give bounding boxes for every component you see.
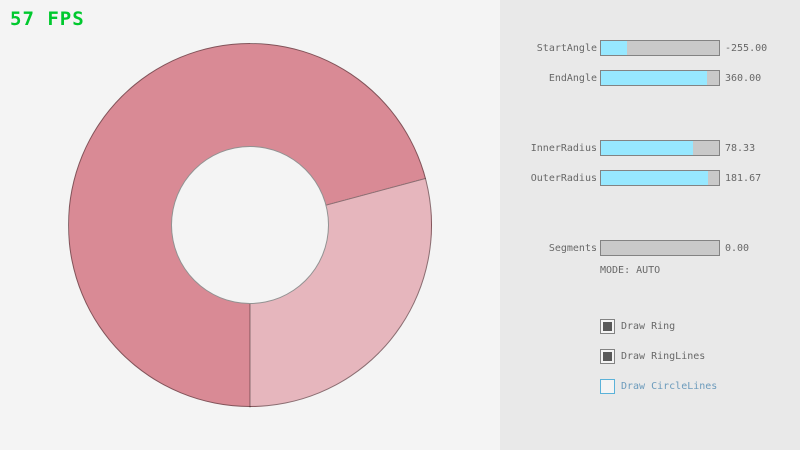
innerradius-slider[interactable]	[600, 140, 720, 156]
controls-panel: StartAngle -255.00 EndAngle 360.00 Inner…	[500, 0, 800, 450]
slider-row-endangle: EndAngle 360.00	[500, 70, 800, 86]
segments-value: 0.00	[725, 242, 750, 254]
draw-circlelines-checkbox[interactable]	[600, 378, 615, 394]
innerradius-value: 78.33	[725, 142, 756, 154]
outerradius-slider-fill	[601, 171, 709, 185]
mode-label: MODE: AUTO	[600, 265, 661, 276]
slider-row-segments: Segments 0.00	[500, 240, 800, 256]
startangle-label: StartAngle	[536, 42, 597, 54]
slider-row-innerradius: InnerRadius 78.33	[500, 140, 800, 156]
innerradius-slider-fill	[601, 141, 694, 155]
startangle-slider[interactable]	[600, 40, 720, 56]
endangle-slider-fill	[601, 71, 708, 85]
startangle-slider-fill	[601, 41, 627, 55]
startangle-value: -255.00	[725, 42, 768, 54]
slider-row-startangle: StartAngle -255.00	[500, 40, 800, 56]
segments-slider[interactable]	[600, 240, 720, 256]
ring-inner-hole	[171, 146, 329, 304]
slider-row-outerradius: OuterRadius 181.67	[500, 170, 800, 186]
draw-circlelines-checkbox-label: Draw CircleLines	[621, 380, 718, 392]
outerradius-slider[interactable]	[600, 170, 720, 186]
endangle-value: 360.00	[725, 72, 762, 84]
endangle-slider[interactable]	[600, 70, 720, 86]
fps-counter: 57 FPS	[10, 8, 85, 30]
canvas-area: 57 FPS	[10, 8, 432, 408]
endangle-label: EndAngle	[548, 72, 597, 84]
draw-ringlines-checkbox-label: Draw RingLines	[621, 350, 706, 362]
innerradius-label: InnerRadius	[530, 142, 597, 154]
outerradius-value: 181.67	[725, 172, 762, 184]
draw-ring-checkbox-label: Draw Ring	[621, 320, 676, 332]
checkbox-row-draw-ring[interactable]: Draw Ring	[600, 318, 675, 334]
draw-ring-checkbox[interactable]	[600, 318, 615, 334]
checkbox-row-draw-circlelines[interactable]: Draw CircleLines	[600, 378, 717, 394]
checkbox-row-draw-ringlines[interactable]: Draw RingLines	[600, 348, 705, 364]
segments-label: Segments	[548, 242, 597, 254]
draw-ringlines-checkbox[interactable]	[600, 348, 615, 364]
outerradius-label: OuterRadius	[530, 172, 597, 184]
